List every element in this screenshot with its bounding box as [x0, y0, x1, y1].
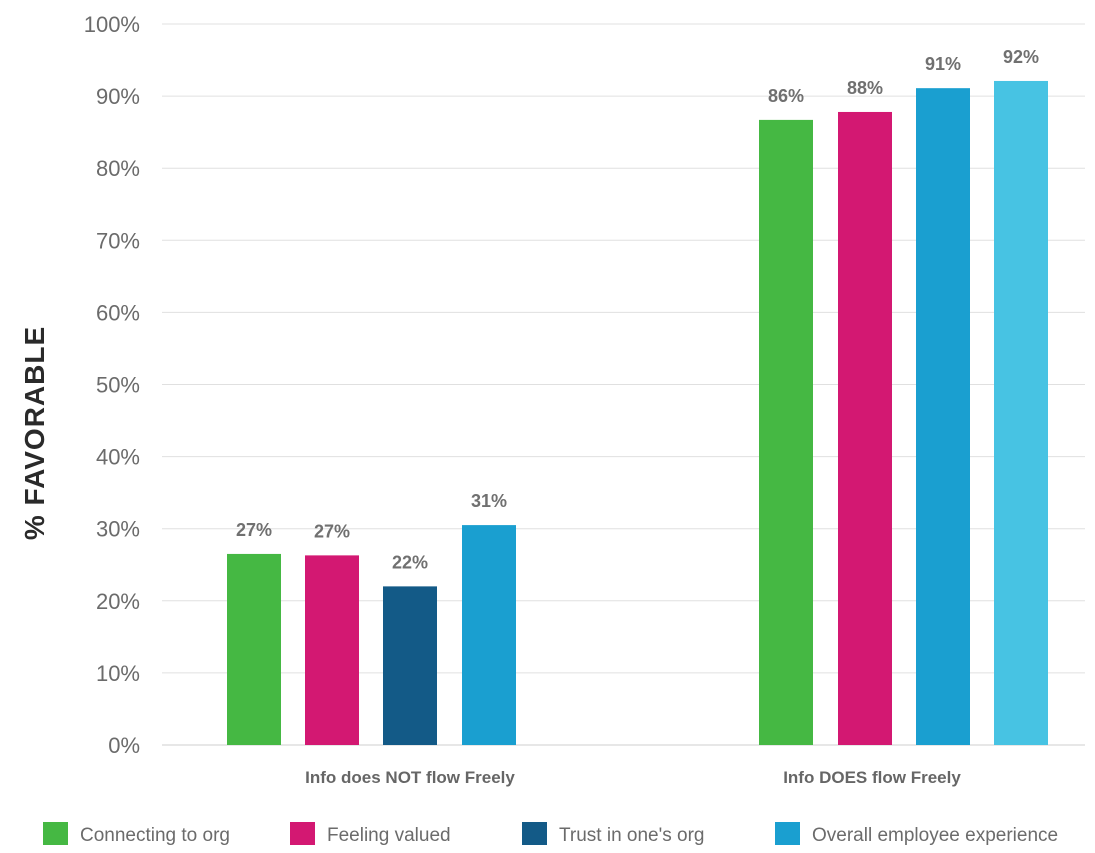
- legend-label: Connecting to org: [80, 825, 230, 846]
- data-label: 27%: [314, 521, 350, 541]
- y-tick-label: 50%: [96, 373, 140, 398]
- y-tick-label: 30%: [96, 517, 140, 542]
- data-label: 31%: [471, 491, 507, 511]
- bar: [305, 555, 359, 745]
- legend-swatch: [43, 822, 68, 845]
- y-tick-label: 20%: [96, 589, 140, 614]
- category-label-0: Info does NOT flow Freely: [305, 768, 515, 787]
- y-tick-label: 70%: [96, 228, 140, 253]
- legend-label: Feeling valued: [327, 825, 451, 846]
- data-label: 88%: [847, 78, 883, 98]
- legend-label: Trust in one's org: [559, 825, 705, 846]
- y-tick-label: 100%: [84, 12, 140, 37]
- data-label: 86%: [768, 86, 804, 106]
- y-tick-label: 60%: [96, 300, 140, 325]
- bar: [227, 553, 281, 745]
- y-tick-label: 90%: [96, 84, 140, 109]
- data-label: 22%: [392, 552, 428, 572]
- bar: [838, 111, 892, 746]
- data-label: 27%: [236, 520, 272, 540]
- y-axis-label: % FAVORABLE: [19, 326, 50, 540]
- bar: [916, 88, 970, 745]
- y-tick-label: 80%: [96, 156, 140, 181]
- y-tick-label: 0%: [108, 733, 140, 758]
- bar: [994, 80, 1048, 746]
- bar: [383, 586, 437, 745]
- data-labels: 27% 86% 27% 88% 22% 31% 91% 92%: [236, 47, 1039, 572]
- legend-swatch: [290, 822, 315, 845]
- y-tick-label: 10%: [96, 661, 140, 686]
- legend: Connecting to org Feeling valued Trust in …: [43, 822, 1058, 846]
- category-label-1: Info DOES flow Freely: [783, 768, 961, 787]
- bar: [759, 119, 813, 745]
- y-axis-ticks: 0% 10% 20% 30% 40% 50% 60% 70% 80% 90% 100%: [84, 12, 140, 758]
- legend-swatch: [522, 822, 547, 845]
- legend-swatch: [775, 822, 800, 845]
- legend-label: Overall employee experience: [812, 825, 1058, 846]
- data-label: 92%: [1003, 47, 1039, 67]
- data-label: 91%: [925, 54, 961, 74]
- y-tick-label: 40%: [96, 445, 140, 470]
- bars: [227, 80, 1048, 746]
- bar: [462, 525, 516, 745]
